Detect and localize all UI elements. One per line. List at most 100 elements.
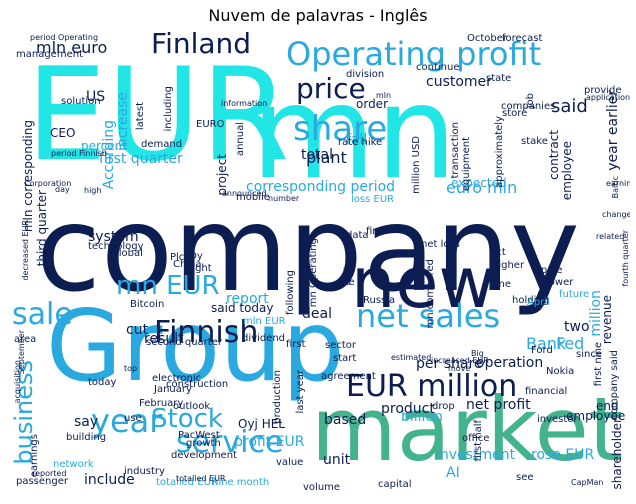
cloud-word-oyj-hel: Oyj HEL (238, 417, 285, 431)
cloud-word-future: future (559, 289, 590, 300)
cloud-word-annual: annual (235, 122, 246, 157)
cloud-word-end: end (596, 399, 619, 413)
cloud-word-million: million (588, 290, 604, 337)
cloud-word-group: Group (46, 290, 345, 404)
cloud-word-fall: fall (346, 132, 368, 148)
cloud-word-line: line (493, 279, 512, 290)
cloud-word-global: Global (111, 248, 143, 259)
cloud-word-equipment: equipment (461, 137, 472, 192)
cloud-word-february: February (139, 398, 184, 409)
cloud-word-dividend: dividend (242, 333, 286, 344)
cloud-word-increased-eur: increased EUR (431, 356, 489, 365)
cloud-word-percent: percent (81, 139, 127, 153)
cloud-word-approximately: approximately (494, 116, 505, 188)
cloud-word-development: development (171, 450, 237, 461)
cloud-word-corresponding-period: corresponding period (246, 179, 396, 195)
cloud-word-mn-eur: mn EUR (116, 271, 220, 301)
cloud-word-lower: lower (546, 277, 574, 288)
cloud-word-use: use (124, 413, 142, 424)
cloud-word-area: area (14, 334, 37, 345)
cloud-word-financial: financial (525, 386, 568, 397)
cloud-word-provide: provide (584, 85, 622, 96)
cloud-word-euro: EURO (196, 119, 225, 130)
cloud-word-result: result (144, 331, 184, 347)
cloud-word-said-today: said today (211, 301, 274, 315)
cloud-word-period-finnish: period Finnish (51, 149, 107, 158)
cloud-word-plc: Plc (170, 252, 185, 263)
cloud-word-top: top (124, 364, 138, 373)
cloud-word-including: including (163, 86, 174, 132)
cloud-word-oy: Oy (189, 251, 203, 262)
cloud-word-second-quarter: second quarter (146, 337, 222, 348)
cloud-word-higher: higher (492, 260, 525, 271)
cloud-word-rate-hike: rate hike (338, 137, 383, 148)
cloud-word-corporation: Corporation (24, 179, 72, 188)
cloud-word-nine-month: nine month (212, 477, 270, 488)
cloud-word-first-quarter: first quarter (99, 151, 183, 167)
cloud-word-value: value (276, 457, 304, 468)
cloud-word-application: application (586, 93, 630, 102)
cloud-word-production: production (272, 370, 283, 424)
cloud-word-third-quarter: third quarter (35, 190, 49, 267)
cloud-word-order: order (356, 97, 388, 111)
cloud-word-mln: mln (376, 91, 392, 100)
cloud-word-passenger: passenger (16, 476, 68, 487)
cloud-word-flight: flight (186, 263, 212, 274)
cloud-word-shareholder: shareholder (610, 418, 624, 490)
cloud-word-volume: volume (303, 482, 341, 493)
cloud-word-mln-eur: mln EUR (243, 316, 286, 327)
cloud-word-pct: pct (490, 247, 506, 258)
cloud-word-technology: technology (88, 241, 144, 252)
cloud-word-holding: holding (512, 295, 550, 306)
cloud-word-employee-2: employee (566, 409, 626, 423)
cloud-word-plant: plant (306, 148, 347, 167)
cloud-word-operating-profit: Operating profit (286, 35, 542, 73)
cloud-word-drop: drop (432, 401, 455, 412)
cloud-word-ai: AI (446, 465, 460, 481)
cloud-word-building: building (66, 432, 107, 443)
cloud-word-office: office (462, 433, 490, 444)
cloud-word-mn: mn (251, 59, 457, 208)
cloud-word-related: related (596, 232, 625, 241)
cloud-word-china: China (173, 259, 202, 270)
cloud-word-product: product (381, 401, 435, 417)
cloud-word-transaction: transaction (450, 122, 461, 179)
cloud-word-year-earlier: year earlier (605, 90, 621, 171)
cloud-word-electronic: electronic (152, 373, 202, 384)
cloud-word-price: price (296, 72, 366, 105)
cloud-word-investment: investment (436, 447, 516, 463)
cloud-word-loss-eur: loss EUR (351, 194, 395, 205)
cloud-word-forecast: forecast (502, 33, 543, 44)
cloud-word-industry: industry (124, 466, 165, 477)
cloud-word-continue: continue (416, 62, 460, 73)
cloud-word-bank: Bank (526, 334, 567, 353)
cloud-word-system: system (88, 229, 139, 245)
cloud-word-first: first (286, 339, 306, 350)
chart-title: Nuvem de palavras - Inglês (208, 6, 428, 25)
cloud-word-million-usd: million USD (411, 136, 422, 194)
cloud-word-construction: construction (166, 379, 229, 390)
cloud-word-latest: latest (135, 102, 146, 131)
cloud-word-stock: Stock (151, 404, 223, 434)
cloud-word-companies: companies (501, 101, 556, 112)
cloud-word-acquisition: acquisition (13, 360, 22, 404)
cloud-word-last-year: last year (295, 370, 306, 414)
cloud-word-move: move (448, 364, 471, 373)
cloud-word-mn-operating: mn Operating (308, 238, 319, 308)
cloud-word-january: January (154, 384, 192, 395)
cloud-word-based: based (324, 412, 367, 428)
cloud-word-increase: increase (115, 92, 131, 152)
cloud-word-capital: capital (378, 479, 412, 490)
cloud-word-see: see (516, 472, 534, 483)
cloud-word-reported: reported (32, 469, 67, 478)
cloud-word-eur: EUR (26, 41, 290, 190)
cloud-word-share: share (293, 109, 388, 149)
cloud-word-investor: investor (537, 414, 578, 425)
cloud-word-apple: Apple (534, 265, 563, 276)
cloud-word-company: company (36, 180, 580, 318)
cloud-word-outlook: outlook (173, 401, 211, 412)
word-cloud: company EUR mn Group market new Operating prof… (6, 30, 630, 498)
cloud-word-net-loss: net loss (421, 239, 460, 250)
cloud-word-finland: Finland (151, 30, 252, 60)
cloud-word-two: two (564, 319, 590, 335)
